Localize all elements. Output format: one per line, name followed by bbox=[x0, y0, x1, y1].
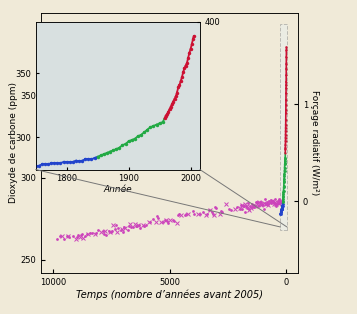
Y-axis label: Dioxyde de carbone (ppm): Dioxyde de carbone (ppm) bbox=[9, 82, 17, 203]
X-axis label: Année: Année bbox=[104, 185, 132, 194]
Bar bbox=[280, 24, 287, 230]
Y-axis label: Forçage radiatif (W/m²): Forçage radiatif (W/m²) bbox=[310, 90, 319, 196]
X-axis label: Temps (nombre d’années avant 2005): Temps (nombre d’années avant 2005) bbox=[76, 290, 263, 300]
